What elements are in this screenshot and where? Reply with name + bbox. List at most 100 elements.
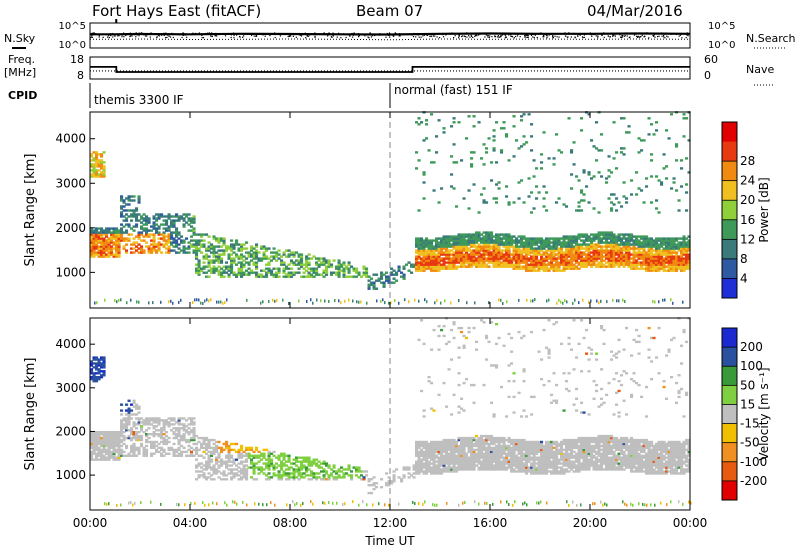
power-cell [560, 245, 564, 248]
noise-sample [486, 32, 488, 34]
power-cell [557, 267, 561, 270]
velocity-cell [132, 399, 136, 402]
noise-sample [314, 32, 316, 34]
power-cell [670, 113, 674, 116]
power-cell [500, 127, 504, 130]
velocity-cell [415, 440, 419, 444]
power-cell [370, 277, 374, 280]
power-cell [597, 243, 601, 246]
noise-sample [555, 33, 558, 35]
power-cell [490, 233, 494, 236]
power-cell [120, 231, 124, 234]
power-cell [665, 237, 669, 240]
power-cell [655, 243, 659, 246]
power-cell [250, 253, 254, 256]
velocity-cell [282, 454, 286, 457]
power-cell [262, 257, 266, 260]
power-cell [202, 267, 206, 270]
power-cell [372, 285, 376, 288]
power-cell [650, 175, 654, 178]
power-cell [667, 237, 671, 240]
noise-sample [466, 36, 468, 38]
noise-sample [304, 32, 306, 34]
power-cell [170, 219, 174, 222]
power-cell [430, 241, 434, 244]
power-cell [182, 249, 186, 252]
power-colorbar-label: 28 [740, 154, 755, 168]
noise-sample [332, 32, 334, 34]
power-cell [132, 199, 136, 202]
power-cell [677, 243, 681, 246]
power-cell [475, 253, 479, 256]
power-cell [215, 245, 219, 248]
velocity-cell [215, 444, 219, 448]
power-cell [535, 249, 539, 252]
power-cell [675, 243, 679, 246]
power-ground-cell [316, 298, 318, 302]
power-cell [97, 251, 101, 254]
power-cell [222, 241, 226, 244]
noise-sample [139, 32, 141, 34]
velocity-cell [185, 438, 189, 442]
power-cell [265, 263, 269, 266]
power-cell [467, 243, 471, 246]
power-cell [517, 249, 521, 252]
velocity-cell [117, 434, 121, 438]
noise-sample [230, 36, 232, 39]
noise-sample [254, 33, 256, 35]
velocity-cell [237, 462, 241, 465]
power-cell [617, 265, 621, 268]
power-cell [585, 263, 589, 266]
power-cell [217, 249, 221, 252]
power-cell [457, 251, 461, 254]
velocity-cell [252, 466, 256, 469]
power-ground-cell [532, 299, 534, 303]
power-cell [635, 235, 639, 238]
power-cell [675, 237, 679, 240]
velocity-cell [327, 476, 331, 479]
power-cell [287, 275, 291, 278]
velocity-cell [115, 440, 119, 444]
power-cell [392, 269, 396, 272]
power-cell [665, 269, 669, 272]
power-cell [162, 215, 166, 218]
power-cell [587, 235, 591, 238]
power-cell [315, 269, 319, 272]
power-cell [640, 255, 644, 258]
velocity-cell [257, 454, 261, 457]
velocity-cell [105, 450, 109, 454]
power-cell [282, 267, 286, 270]
velocity-cell [222, 472, 226, 475]
velocity-cell [247, 446, 251, 450]
velocity-cell [385, 472, 389, 475]
velocity-cell [165, 431, 169, 434]
power-cell [420, 257, 424, 260]
noise-sample [623, 35, 626, 37]
power-cell [595, 147, 599, 150]
velocity-cell [420, 468, 424, 471]
power-cell [245, 241, 249, 244]
velocity-cell [197, 474, 201, 477]
power-cell [172, 245, 176, 248]
power-cell [437, 265, 441, 268]
velocity-cell [100, 442, 104, 446]
power-cell [445, 253, 449, 256]
velocity-cell [325, 464, 329, 467]
power-cell [135, 249, 139, 252]
noise-sample [540, 32, 542, 35]
power-ground-cell [210, 298, 212, 302]
power-cell [597, 257, 601, 260]
power-cell [110, 237, 114, 240]
velocity-cells [90, 317, 692, 507]
power-cell [315, 271, 319, 274]
power-cell [522, 135, 526, 138]
velocity-cell [252, 464, 256, 467]
power-cell [105, 253, 109, 256]
velocity-cell [140, 427, 144, 430]
power-cell [632, 253, 636, 256]
power-cell [615, 239, 619, 242]
noise-sample [90, 36, 92, 39]
power-cell [562, 239, 566, 242]
velocity-cell [92, 452, 96, 455]
power-cell [585, 185, 589, 188]
